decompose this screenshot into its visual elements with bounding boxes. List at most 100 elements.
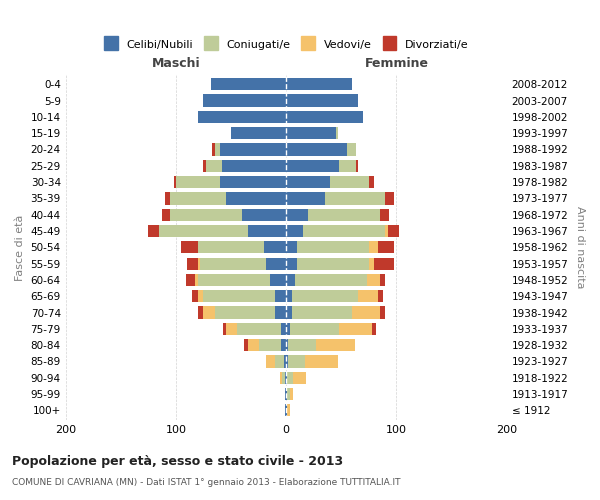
Bar xyxy=(286,160,339,172)
Bar xyxy=(244,339,248,351)
Bar xyxy=(269,274,286,286)
Bar xyxy=(369,258,374,270)
Bar xyxy=(198,274,269,286)
Bar xyxy=(286,208,308,221)
Bar xyxy=(181,241,198,254)
Bar xyxy=(264,241,286,254)
Bar xyxy=(194,274,198,286)
Bar xyxy=(289,356,305,368)
Bar xyxy=(286,306,292,318)
Bar xyxy=(287,372,293,384)
Bar xyxy=(186,274,194,286)
Bar xyxy=(308,208,380,221)
Bar xyxy=(385,225,388,237)
Bar xyxy=(286,241,297,254)
Bar xyxy=(215,306,275,318)
Bar xyxy=(231,127,286,140)
Bar xyxy=(388,225,398,237)
Bar xyxy=(226,322,236,335)
Bar xyxy=(275,290,286,302)
Bar xyxy=(303,225,385,237)
Bar xyxy=(215,144,220,156)
Bar xyxy=(212,144,215,156)
Bar xyxy=(286,372,287,384)
Bar xyxy=(248,339,259,351)
Bar xyxy=(160,225,248,237)
Bar xyxy=(286,127,336,140)
Bar xyxy=(316,339,355,351)
Bar xyxy=(336,127,338,140)
Bar xyxy=(385,192,394,204)
Bar xyxy=(286,322,290,335)
Bar xyxy=(165,192,170,204)
Bar xyxy=(206,160,222,172)
Bar xyxy=(358,290,378,302)
Bar xyxy=(198,290,203,302)
Bar xyxy=(148,225,160,237)
Bar xyxy=(236,322,281,335)
Bar xyxy=(198,241,264,254)
Text: Femmine: Femmine xyxy=(364,56,428,70)
Bar xyxy=(203,94,286,106)
Text: Popolazione per età, sesso e stato civile - 2013: Popolazione per età, sesso e stato civil… xyxy=(12,455,343,468)
Bar xyxy=(339,322,372,335)
Bar xyxy=(220,144,286,156)
Bar xyxy=(266,258,286,270)
Bar xyxy=(295,274,367,286)
Bar xyxy=(223,322,226,335)
Bar xyxy=(369,241,378,254)
Bar xyxy=(367,274,380,286)
Bar xyxy=(292,306,352,318)
Bar xyxy=(281,339,286,351)
Bar xyxy=(187,258,198,270)
Bar xyxy=(287,388,290,400)
Bar xyxy=(286,404,287,416)
Bar xyxy=(286,274,295,286)
Bar xyxy=(282,372,285,384)
Bar xyxy=(226,192,286,204)
Bar xyxy=(286,94,358,106)
Bar xyxy=(170,208,242,221)
Legend: Celibi/Nubili, Coniugati/e, Vedovi/e, Divorziati/e: Celibi/Nubili, Coniugati/e, Vedovi/e, Di… xyxy=(100,35,473,55)
Bar xyxy=(356,160,358,172)
Bar xyxy=(198,258,200,270)
Bar xyxy=(374,258,394,270)
Bar xyxy=(378,290,383,302)
Bar xyxy=(203,290,275,302)
Bar xyxy=(211,78,286,90)
Bar xyxy=(266,356,275,368)
Text: Maschi: Maschi xyxy=(152,56,200,70)
Bar xyxy=(286,111,364,123)
Bar xyxy=(193,290,198,302)
Bar xyxy=(161,208,170,221)
Bar xyxy=(286,192,325,204)
Bar xyxy=(286,388,287,400)
Bar xyxy=(347,144,356,156)
Bar xyxy=(222,160,286,172)
Bar xyxy=(331,176,369,188)
Bar xyxy=(378,241,394,254)
Bar xyxy=(280,372,282,384)
Bar xyxy=(198,111,286,123)
Bar xyxy=(284,356,286,368)
Bar xyxy=(203,306,215,318)
Bar xyxy=(286,144,347,156)
Bar xyxy=(174,176,176,188)
Bar xyxy=(286,78,352,90)
Bar xyxy=(200,258,266,270)
Bar xyxy=(297,258,369,270)
Bar xyxy=(339,160,356,172)
Bar xyxy=(176,176,220,188)
Bar xyxy=(325,192,385,204)
Bar xyxy=(286,176,331,188)
Bar xyxy=(305,356,338,368)
Bar xyxy=(286,290,292,302)
Bar xyxy=(297,241,369,254)
Bar xyxy=(380,306,385,318)
Bar xyxy=(242,208,286,221)
Bar xyxy=(290,322,339,335)
Bar xyxy=(259,339,281,351)
Bar xyxy=(286,225,303,237)
Bar xyxy=(286,356,289,368)
Bar xyxy=(285,388,286,400)
